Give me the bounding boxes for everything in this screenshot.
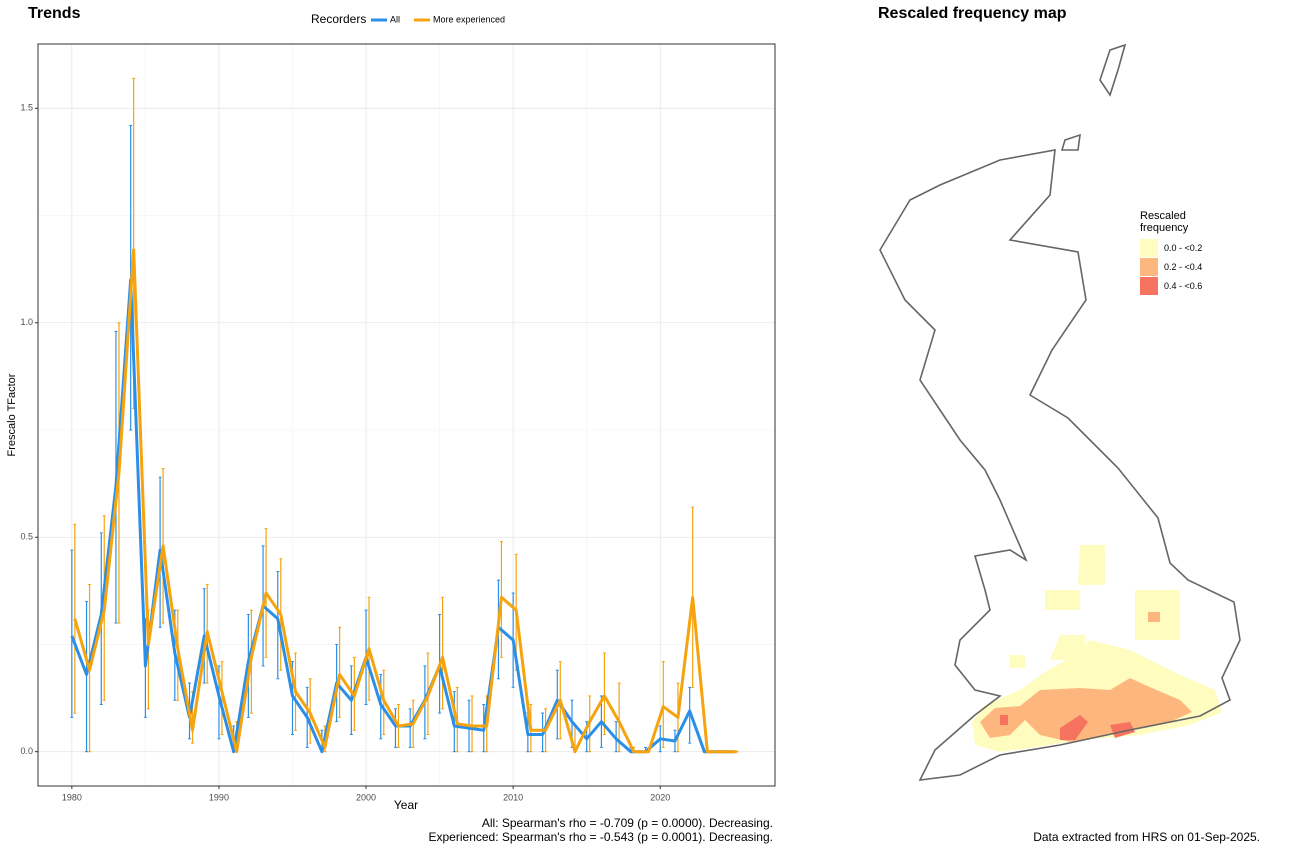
x-axis-label: Year bbox=[394, 798, 418, 812]
chart-title: Trends bbox=[28, 5, 81, 22]
coastline bbox=[879, 43, 1241, 781]
map-legend-swatch bbox=[1140, 238, 1158, 257]
map bbox=[879, 43, 1241, 781]
y-tick-label: 0.0 bbox=[20, 746, 33, 756]
annotation: Experienced: Spearman's rho = -0.543 (p … bbox=[429, 830, 774, 844]
map-region bbox=[980, 612, 1192, 742]
map-legend-item: 0.0 - <0.2 bbox=[1140, 238, 1210, 257]
x-tick-label: 2020 bbox=[650, 792, 670, 802]
map-title: Rescaled frequency map bbox=[878, 5, 1067, 22]
legend-label: All bbox=[390, 14, 400, 24]
map-legend-label: 0.4 - <0.6 bbox=[1164, 280, 1203, 291]
legend-title: Recorders bbox=[311, 12, 366, 26]
map-caption: Data extracted from HRS on 01-Sep-2025. bbox=[1033, 830, 1260, 844]
y-axis-label: Frescalo TFactor bbox=[6, 373, 18, 456]
map-legend-label: 0.0 - <0.2 bbox=[1164, 242, 1203, 253]
map-region bbox=[1000, 715, 1135, 740]
series-line bbox=[70, 278, 734, 754]
x-tick-label: 2000 bbox=[356, 792, 376, 802]
series-line bbox=[73, 248, 737, 754]
y-tick-label: 1.5 bbox=[20, 103, 33, 113]
x-tick-label: 1990 bbox=[209, 792, 229, 802]
x-tick-label: 2010 bbox=[503, 792, 523, 802]
legend-label: More experienced bbox=[433, 14, 505, 24]
x-tick-label: 1980 bbox=[62, 792, 82, 802]
map-legend-item: 0.4 - <0.6 bbox=[1140, 276, 1210, 295]
map-legend: Rescaled frequency 0.0 - <0.2 0.2 - <0.4 0… bbox=[1140, 210, 1210, 295]
annotation: All: Spearman's rho = -0.709 (p = 0.0000… bbox=[482, 816, 773, 830]
y-tick-label: 1.0 bbox=[20, 317, 33, 327]
map-legend-swatch bbox=[1140, 257, 1158, 276]
map-legend-item: 0.2 - <0.4 bbox=[1140, 257, 1210, 276]
map-legend-title: Rescaled frequency bbox=[1140, 210, 1189, 234]
y-tick-label: 0.5 bbox=[20, 532, 33, 542]
map-legend-swatch bbox=[1140, 276, 1158, 295]
plot-border bbox=[37, 43, 776, 787]
map-legend-label: 0.2 - <0.4 bbox=[1164, 261, 1203, 272]
